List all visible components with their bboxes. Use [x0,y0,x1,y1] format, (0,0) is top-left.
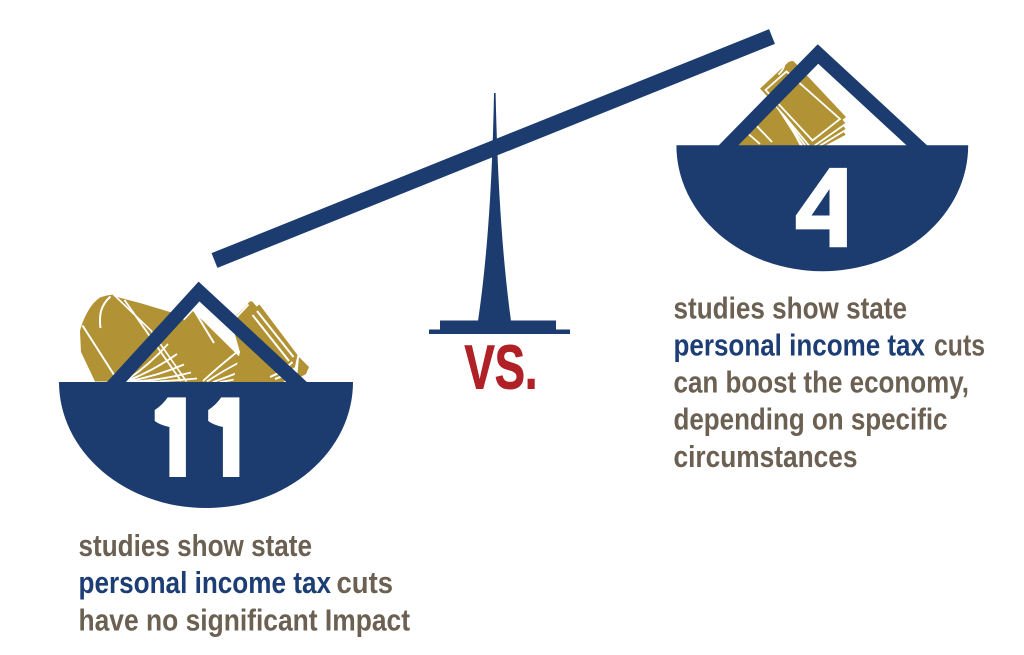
svg-text:cuts: cuts [934,328,985,363]
svg-text:personal income tax: personal income tax [79,565,332,600]
svg-text:circumstances: circumstances [674,439,858,474]
svg-text:have no significant Impact: have no significant Impact [79,602,411,637]
svg-text:personal income tax: personal income tax [674,328,926,363]
svg-text:cuts: cuts [337,565,394,600]
svg-text:studies show state: studies show state [674,290,908,325]
svg-text:VS.: VS. [465,333,538,403]
svg-text:can boost the economy,: can boost the economy, [674,365,970,400]
svg-text:studies show state: studies show state [79,528,313,563]
svg-text:depending on specific: depending on specific [674,402,948,437]
